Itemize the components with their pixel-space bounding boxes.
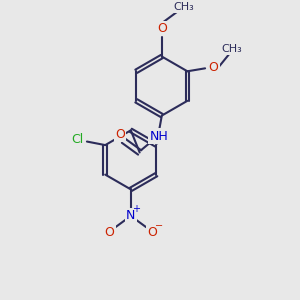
Text: O: O (115, 128, 125, 141)
Text: CH₃: CH₃ (174, 2, 194, 12)
Text: Cl: Cl (71, 133, 83, 146)
Text: O: O (105, 226, 115, 239)
Text: O: O (147, 226, 157, 239)
Text: O: O (208, 61, 218, 74)
Text: CH₃: CH₃ (221, 44, 242, 54)
Text: N: N (126, 209, 136, 222)
Text: O: O (157, 22, 167, 35)
Text: NH: NH (149, 130, 168, 143)
Text: −: − (154, 221, 163, 231)
Text: +: + (132, 205, 140, 214)
